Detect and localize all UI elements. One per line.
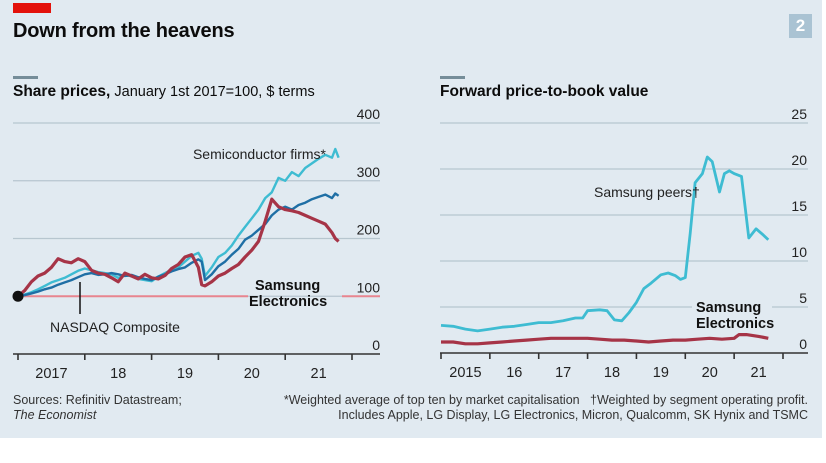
label-semiconductor-firms: Semiconductor firms* [193,146,327,162]
label-backdrop [692,293,772,331]
x-tick-label: 2017 [35,366,67,382]
y-tick-label: 0 [799,336,807,352]
chart-title: Down from the heavens [13,20,235,42]
left-subtitle-bar [13,76,38,79]
price-to-book-chart: 0 5 10 15 20 25 2015 16 17 18 19 20 21 Samsung peers†… [440,106,808,381]
samsung-electronics-pb-line [441,333,769,346]
label-nasdaq-composite: NASDAQ Composite [50,319,180,335]
label-samsung-peers: Samsung peers† [594,184,700,200]
y-tick-label: 200 [357,222,381,238]
x-tick-label: 20 [702,365,718,381]
y-tick-label: 300 [357,164,381,180]
x-tick-label: 19 [177,366,193,382]
y-tick-label: 400 [357,106,381,122]
footnote-semiconductor: *Weighted average of top ten by market c… [283,393,580,407]
x-tick-label: 16 [506,365,522,381]
y-tick-label: 0 [372,337,380,353]
x-tick-label: 20 [244,366,260,382]
label-samsung-electronics: Samsung Electronics [249,278,327,310]
y-tick-label: 5 [799,290,807,306]
footnote-peers: †Weighted by segment operating profit. [590,393,808,407]
share-prices-chart: 0 100 200 300 400 2017 18 19 20 21 Semiconductor f… [12,106,381,382]
y-tick-label: 20 [791,152,807,168]
x-tick-label: 21 [311,366,327,382]
sources-text: Sources: Refinitiv Datastream; [13,393,182,407]
footnotes: *Weighted average of top ten by market c… [284,393,808,423]
publisher-text: The Economist [13,408,97,422]
chart-panel: Down from the heavens 2 Share prices, Ja… [0,0,822,438]
label-samsung-electronics-pb: Samsung Electronics [696,300,774,332]
x-tick-label: 19 [653,365,669,381]
samsung-peers-line [440,155,770,333]
left-chart-subtitle: Share prices, January 1st 2017=100, $ te… [13,83,315,101]
y-tick-label: 10 [791,244,807,260]
chart-number-badge: 2 [789,14,812,38]
semiconductor-firms-line [17,147,340,298]
y-tick-label: 100 [357,279,381,295]
y-tick-label: 25 [791,106,807,122]
right-subtitle-bold: Forward price-to-book value [440,83,649,100]
x-tick-label: 17 [555,365,571,381]
nasdaq-composite-line [17,192,340,298]
footnote-includes: Includes Apple, LG Display, LG Electroni… [338,408,808,422]
x-tick-label: 18 [110,366,126,382]
brand-red-tag [13,3,51,13]
right-subtitle-bar [440,76,465,79]
left-subtitle-rest: January 1st 2017=100, $ terms [110,84,315,100]
samsung-electronics-line [16,197,340,298]
sources-note: Sources: Refinitiv Datastream; The Econo… [13,393,182,423]
x-tick-label: 2015 [449,365,481,381]
x-tick-label: 21 [751,365,767,381]
start-point-marker [12,290,24,302]
x-tick-label: 18 [604,365,620,381]
left-subtitle-bold: Share prices, [13,83,111,100]
y-tick-label: 15 [791,198,807,214]
right-chart-subtitle: Forward price-to-book value [440,83,648,101]
